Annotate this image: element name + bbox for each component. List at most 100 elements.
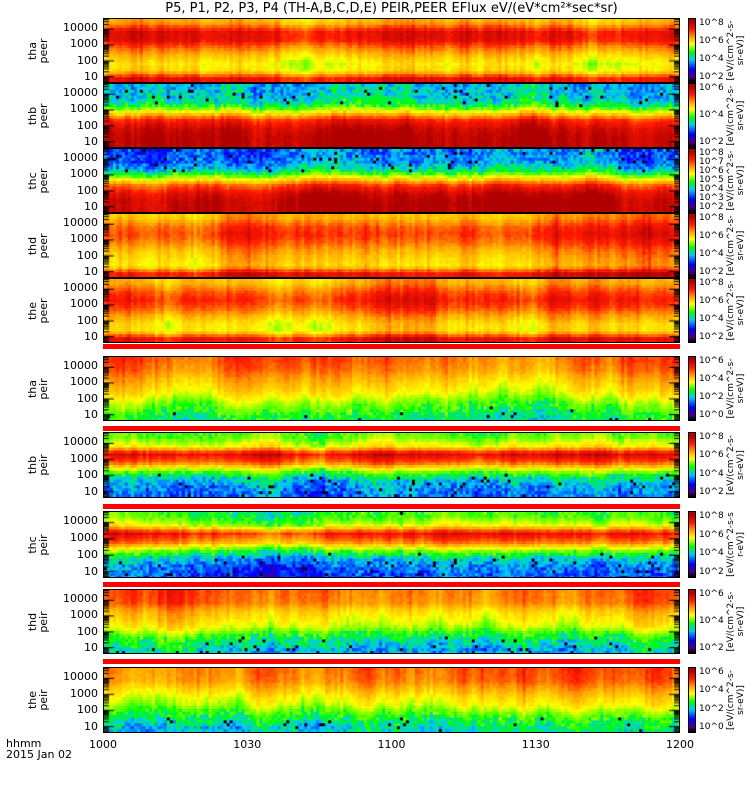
y-tick-label: 10000 — [63, 85, 98, 99]
spectrogram-panel-thd-peer — [103, 213, 680, 278]
colorbar-label: [eV/(cm^2-s-sr-eV)] — [726, 670, 746, 730]
instrument-name: peir — [37, 377, 50, 400]
data-quality-bar — [103, 344, 680, 349]
colorbar — [688, 511, 696, 578]
colorbar-tick-label: 10^4 — [699, 249, 724, 259]
instrument-name: peer — [37, 167, 50, 194]
spectrogram-panel-tha-peer — [103, 18, 680, 83]
colorbar-tick-label: 10^4 — [699, 54, 724, 64]
spectrogram-panel-tha-peir — [103, 356, 680, 421]
y-tick-label: 100 — [77, 547, 98, 561]
y-tick-label: 10 — [84, 407, 98, 421]
colorbar — [688, 148, 696, 213]
y-tick-label: 1000 — [70, 531, 98, 545]
y-tick-label: 1000 — [70, 232, 98, 246]
colorbar — [688, 667, 696, 733]
colorbar-tick-label: 10^6 — [699, 296, 724, 306]
colorbar — [688, 213, 696, 278]
y-tick-label: 10000 — [63, 358, 98, 372]
colorbar-label: [eV/(cm^2-s-sr-eV)] — [726, 512, 746, 577]
colorbar-label: [eV/(cm^2-s-sr-eV)] — [726, 358, 746, 419]
x-axis-unit: hhmm — [6, 737, 42, 750]
colorbar-tick-label: 10^6 — [699, 231, 724, 241]
colorbar-tick-label: 10^2 — [699, 72, 724, 82]
spectrogram-heatmap — [104, 668, 679, 732]
panel-label: thd peer — [26, 226, 50, 266]
colorbar-tick-label: 10^8 — [699, 213, 724, 223]
y-tick-label: 10 — [84, 640, 98, 654]
colorbar-tick-label: 10^2 — [699, 567, 724, 577]
colorbar-label: [eV/(cm^2-s-sr-eV)] — [726, 591, 746, 652]
y-tick-label: 10000 — [63, 280, 98, 294]
chart-title: P5, P1, P2, P3, P4 (TH-A,B,C,D,E) PEIR,P… — [165, 1, 618, 16]
spectrogram-heatmap — [104, 512, 679, 577]
instrument-name: peer — [37, 232, 50, 259]
colorbar-tick-label: 10^4 — [699, 314, 724, 324]
colorbar-tick-label: 10^6 — [699, 356, 724, 366]
spectrogram-heatmap — [104, 149, 679, 212]
colorbar-tick-label: 10^3 — [699, 193, 724, 203]
colorbar-tick-label: 10^6 — [699, 589, 724, 599]
y-tick-label: 1000 — [70, 608, 98, 622]
y-tick-label: 100 — [77, 313, 98, 327]
colorbar-label: [eV/(cm^2-s-sr-eV)] — [726, 280, 746, 341]
colorbar-tick-label: 10^8 — [699, 278, 724, 288]
colorbar-tick-label: 10^2 — [699, 202, 724, 212]
y-tick-label: 10000 — [63, 435, 98, 449]
colorbar-tick-label: 10^0 — [699, 722, 724, 732]
panel-label: tha peer — [26, 31, 50, 71]
y-tick-label: 10 — [84, 564, 98, 578]
y-tick-label: 1000 — [70, 451, 98, 465]
colorbar-label: [eV/(cm^2-s-sr-eV)] — [726, 150, 746, 211]
colorbar-tick-label: 10^6 — [699, 166, 724, 176]
y-tick-label: 100 — [77, 468, 98, 482]
y-tick-label: 10 — [84, 199, 98, 213]
colorbar-tick-label: 10^6 — [699, 667, 724, 677]
y-tick-label: 100 — [77, 391, 98, 405]
instrument-name: peir — [37, 689, 50, 711]
y-tick-label: 100 — [77, 118, 98, 132]
y-tick-label: 100 — [77, 183, 98, 197]
colorbar-tick-label: 10^6 — [699, 529, 724, 540]
colorbar-tick-label: 10^4 — [699, 548, 724, 559]
colorbar-tick-label: 10^4 — [699, 374, 724, 384]
spectrogram-panel-the-peer — [103, 278, 680, 343]
y-tick-label: 100 — [77, 624, 98, 638]
colorbar-tick-label: 10^4 — [699, 685, 724, 696]
x-tick-label: 1130 — [521, 738, 550, 751]
data-quality-bar — [103, 504, 680, 509]
colorbar-tick-label: 10^6 — [699, 83, 724, 93]
y-tick-label: 1000 — [70, 375, 98, 389]
colorbar-tick-label: 10^2 — [699, 137, 724, 147]
spectrogram-heatmap — [104, 214, 679, 277]
instrument-name: peir — [37, 533, 50, 556]
y-tick-label: 10000 — [63, 670, 98, 684]
panel-label: thb peir — [26, 445, 50, 485]
spectrogram-panel-thd-peir — [103, 589, 680, 654]
data-quality-bar — [103, 426, 680, 431]
colorbar-tick-label: 10^7 — [699, 157, 724, 167]
y-tick-label: 10000 — [63, 150, 98, 164]
y-tick-label: 10000 — [63, 514, 98, 528]
y-tick-label: 10 — [84, 264, 98, 278]
colorbar-tick-label: 10^8 — [699, 432, 724, 442]
spectrogram-panel-thc-peir — [103, 511, 680, 578]
colorbar-tick-label: 10^2 — [699, 487, 724, 497]
y-tick-label: 1000 — [70, 297, 98, 311]
colorbar-tick-label: 10^6 — [699, 36, 724, 46]
colorbar-tick-label: 10^2 — [699, 643, 724, 653]
colorbar-label: [eV/(cm^2-s-sr-eV)] — [726, 435, 746, 495]
spectrogram-heatmap — [104, 433, 679, 497]
y-tick-label: 1000 — [70, 102, 98, 116]
y-tick-label: 1000 — [70, 37, 98, 51]
colorbar-tick-label: 10^8 — [699, 511, 724, 521]
instrument-name: peir — [37, 610, 50, 633]
colorbar — [688, 589, 696, 654]
instrument-name: peir — [37, 454, 50, 476]
spectrogram-heatmap — [104, 590, 679, 653]
x-tick-label: 1200 — [666, 738, 694, 751]
y-tick-label: 10 — [84, 719, 98, 733]
x-axis-date: 2015 Jan 02 — [6, 748, 72, 761]
y-tick-label: 10 — [84, 484, 98, 498]
colorbar-tick-label: 10^4 — [699, 110, 724, 120]
